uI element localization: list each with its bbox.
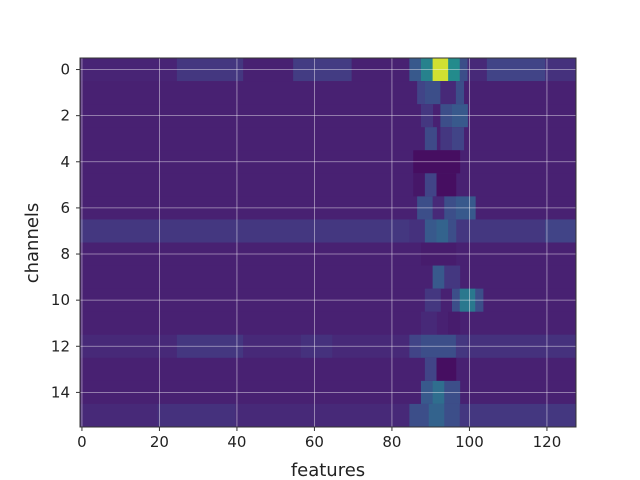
heatmap-cell [459,403,577,428]
heatmap-cell [448,219,457,243]
y-axis-ticks: 0 2 4 6 8 10 12 14 [51,61,80,401]
heatmap-cell [424,173,437,197]
y-tick-label: 0 [60,61,70,79]
x-tick-label: 0 [77,433,87,451]
heatmap-cell [452,127,465,151]
x-axis-ticks: 0 20 40 60 80 100 120 [77,427,561,451]
x-tick-label: 40 [227,433,246,451]
heatmap-cell [455,81,465,105]
heatmap-cell [80,219,577,243]
heatmap-cell [436,357,457,382]
y-tick-label: 10 [51,291,70,309]
heatmap-cell [421,311,437,336]
y-tick-label: 4 [60,153,70,171]
heatmap-cell [409,403,430,428]
y-axis-label: channels [22,203,43,284]
heatmap-cell [409,219,426,243]
heatmap-cell [157,403,236,428]
heatmap-cell [80,311,577,336]
plot-frame [79,57,577,428]
heatmap-cell [436,219,449,243]
heatmap-cell [440,127,453,151]
x-tick-label: 80 [382,433,401,451]
heatmap-cell [80,81,577,105]
x-tick-label: 20 [150,433,169,451]
x-tick-label: 120 [533,433,562,451]
heatmap-cell [80,265,577,290]
heatmap-cell [424,81,441,105]
grid-lines [80,58,576,427]
heatmap-cells [80,58,577,428]
y-tick-label: 14 [51,383,70,401]
heatmap-cell [432,265,445,290]
heatmap-cell [80,173,577,197]
heatmap-cell [424,357,437,382]
heatmap-cell [80,357,577,382]
x-axis-label: features [291,460,365,480]
y-tick-label: 12 [51,337,70,355]
heatmap-cell [444,265,461,290]
y-tick-label: 8 [60,245,70,263]
heatmap-cell [413,173,426,197]
heatmap-cell [436,173,457,197]
heatmap-cell [444,403,461,428]
heatmap-cell [428,403,445,428]
heatmap-cell [448,311,461,336]
x-tick-label: 60 [305,433,324,451]
y-tick-label: 2 [60,107,70,125]
heatmap-cell [440,81,457,105]
heatmap-cell [545,219,577,243]
x-tick-label: 100 [455,433,484,451]
heatmap-cell [424,219,437,243]
heatmap-cell [80,127,577,151]
y-tick-label: 6 [60,199,70,217]
heatmap-cell [424,127,437,151]
heatmap-cell [417,81,426,105]
